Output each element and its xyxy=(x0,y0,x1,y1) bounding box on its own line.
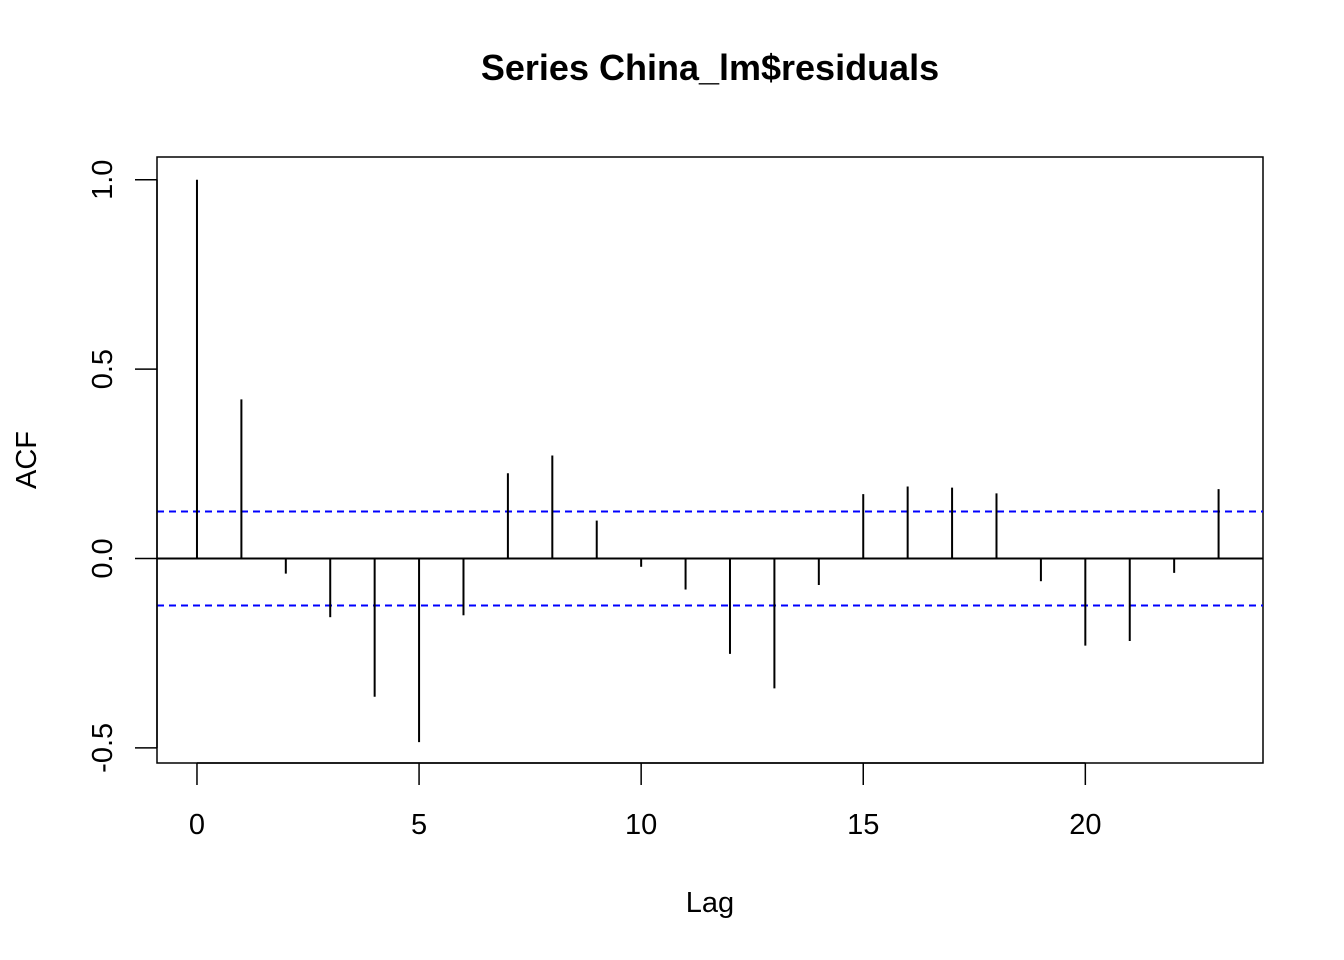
acf-spikes xyxy=(195,179,1220,743)
y-tick-label: 1.0 xyxy=(87,160,119,200)
x-tick-label: 5 xyxy=(411,809,427,841)
plot-frame xyxy=(156,156,1264,764)
y-tick-label: -0.5 xyxy=(87,723,119,773)
y-axis-label: ACF xyxy=(11,431,43,489)
x-tick-label: 10 xyxy=(625,809,657,841)
chart-title: Series China_lm$residuals xyxy=(481,47,939,88)
confidence-bounds xyxy=(157,510,1263,607)
y-axis: -0.5 0.0 0.5 1.0 xyxy=(87,160,158,773)
y-tick-label: 0.5 xyxy=(87,349,119,389)
x-tick-label: 0 xyxy=(189,809,205,841)
y-tick-label: 0.0 xyxy=(87,538,119,578)
x-tick-label: 15 xyxy=(847,809,879,841)
x-axis-label: Lag xyxy=(686,887,734,919)
x-tick-label: 20 xyxy=(1069,809,1101,841)
x-axis: 0 5 10 15 20 xyxy=(189,762,1101,841)
